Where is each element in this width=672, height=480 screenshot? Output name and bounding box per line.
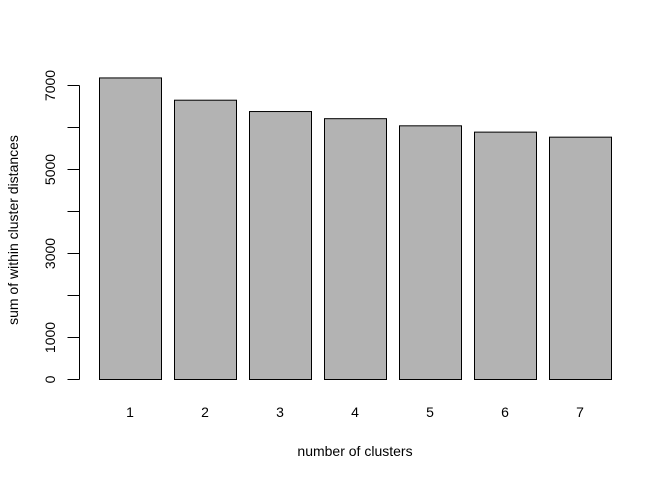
y-tick-label: 0 — [42, 375, 58, 383]
y-axis: 0 1000 3000 5000 7000 — [42, 70, 80, 383]
y-axis-title: sum of within cluster distances — [5, 135, 21, 325]
x-axis-labels: 1 2 3 4 5 6 7 — [126, 404, 584, 420]
x-tick-label: 5 — [426, 404, 434, 420]
bar-6 — [474, 131, 537, 380]
bar-1 — [99, 77, 162, 380]
bars-group — [99, 77, 612, 381]
x-tick-label: 2 — [201, 404, 209, 420]
y-tick-label: 3000 — [42, 238, 58, 269]
x-tick-label: 6 — [501, 404, 509, 420]
x-tick-label: 7 — [576, 404, 584, 420]
y-tick-label: 1000 — [42, 322, 58, 353]
bar-4 — [324, 118, 387, 381]
y-tick-label: 7000 — [42, 70, 58, 101]
bar-2 — [174, 99, 237, 380]
bar-7 — [549, 136, 612, 380]
bar-5 — [399, 125, 462, 380]
x-tick-label: 1 — [126, 404, 134, 420]
bar-3 — [249, 111, 312, 380]
x-tick-label: 4 — [351, 404, 359, 420]
x-axis-title: number of clusters — [297, 443, 412, 459]
y-tick-label: 5000 — [42, 154, 58, 185]
x-tick-label: 3 — [276, 404, 284, 420]
